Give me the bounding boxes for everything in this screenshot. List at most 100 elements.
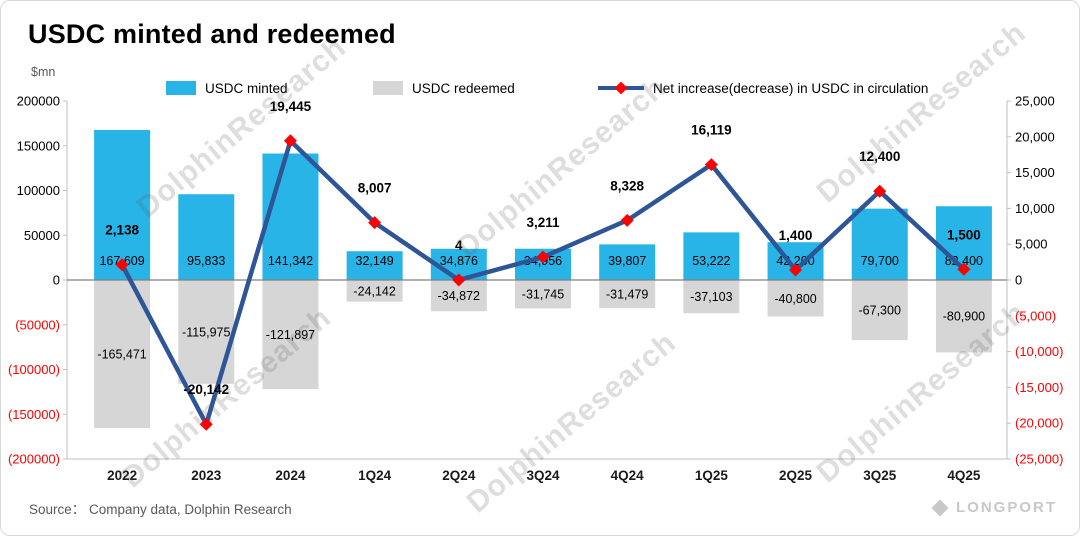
redeemed-bar (262, 280, 319, 390)
minted-bar (94, 129, 151, 280)
left-axis-tick-label: 100000 (17, 183, 60, 198)
redeemed-bar (935, 280, 992, 353)
legend-item-minted: USDC minted (166, 79, 288, 97)
net-value-label: 16,119 (691, 123, 732, 138)
x-axis-category-label: 1Q25 (695, 468, 729, 483)
net-value-label: 4 (455, 238, 463, 253)
net-marker (704, 158, 718, 172)
minted-bar-label: 53,222 (692, 254, 730, 268)
x-axis-category-label: 3Q24 (526, 468, 560, 483)
redeemed-bar-label: -24,142 (353, 284, 395, 298)
redeemed-bar (851, 280, 908, 341)
x-axis-category-label: 1Q24 (358, 468, 392, 483)
net-marker (199, 417, 213, 431)
right-axis-tick-label: 10,000 (1015, 201, 1055, 216)
net-value-label: 2,138 (105, 223, 139, 238)
right-axis-tick-label: (25,000) (1015, 452, 1063, 467)
right-axis-tick-label: 15,000 (1015, 165, 1055, 180)
minted-bar-label: 34,876 (440, 254, 478, 268)
redeemed-bar (599, 280, 656, 309)
right-axis-tick-label: 20,000 (1015, 129, 1055, 144)
right-axis-tick-label: 25,000 (1015, 94, 1055, 109)
net-value-label: 12,400 (859, 149, 900, 164)
net-marker (368, 216, 382, 230)
right-axis-tick-label: (10,000) (1015, 344, 1063, 359)
redeemed-bar-label: -165,471 (97, 348, 146, 362)
redeemed-bar (515, 280, 571, 309)
left-axis-tick-label: (150000) (8, 407, 60, 422)
net-marker (452, 273, 466, 287)
redeemed-bar-label: -115,975 (182, 325, 230, 339)
redeemed-bar-label: -40,800 (774, 292, 816, 306)
net-value-label: 8,328 (610, 178, 644, 193)
right-axis-tick-label: (15,000) (1015, 380, 1063, 395)
minted-bar-label: 95,833 (187, 254, 225, 268)
x-axis-category-label: 2023 (191, 468, 222, 483)
minted-bar (851, 208, 908, 280)
net-marker (115, 258, 129, 272)
redeemed-legend-label: USDC redeemed (412, 80, 515, 96)
x-axis-category-label: 3Q25 (863, 468, 897, 483)
net-value-label: 3,211 (526, 215, 560, 230)
longport-logo: LONGPORT (931, 499, 1057, 516)
left-axis-tick-label: 150000 (17, 138, 60, 153)
net-value-label: 1,500 (947, 227, 981, 242)
minted-bar (346, 251, 403, 280)
redeemed-bar-label: -37,103 (690, 290, 732, 304)
minted-bar (262, 153, 319, 280)
left-axis-tick-label: 200000 (17, 94, 60, 109)
right-axis-tick-label: (5,000) (1015, 308, 1056, 323)
legend-item-net: Net increase(decrease) in USDC in circul… (598, 79, 928, 97)
redeemed-bar (346, 280, 403, 302)
net-marker (873, 184, 887, 198)
left-axis-tick-label: 0 (53, 273, 60, 288)
chart-title: USDC minted and redeemed (28, 19, 396, 49)
net-marker (536, 250, 550, 264)
redeemed-bar (767, 280, 824, 317)
longport-logo-icon (931, 499, 949, 516)
net-value-label: -20,142 (183, 382, 229, 397)
redeemed-swatch-icon (373, 81, 403, 95)
minted-bar (599, 244, 656, 280)
left-axis-tick-label: 50000 (24, 228, 60, 243)
x-axis-category-label: 2Q25 (779, 468, 813, 483)
net-legend-label: Net increase(decrease) in USDC in circul… (653, 80, 929, 96)
net-marker (283, 134, 297, 148)
source-note: Source： Company data, Dolphin Research (29, 502, 292, 517)
left-axis-tick-label: (200000) (8, 452, 60, 467)
redeemed-bar-label: -80,900 (943, 310, 985, 324)
longport-logo-text: LONGPORT (956, 499, 1057, 516)
legend-item-redeemed: USDC redeemed (373, 79, 515, 97)
x-axis-category-label: 4Q25 (947, 468, 981, 483)
x-axis-category-label: 2Q24 (442, 468, 476, 483)
net-value-label: 19,445 (270, 99, 312, 114)
redeemed-bar (683, 280, 740, 314)
redeemed-bar-label: -67,300 (859, 304, 901, 318)
net-value-label: 8,007 (358, 181, 392, 196)
net-marker (789, 263, 803, 277)
x-axis-category-label: 2022 (107, 468, 137, 483)
redeemed-bar-label: -121,897 (266, 328, 315, 342)
minted-bar-label: 32,149 (356, 254, 394, 268)
right-axis-tick-label: (20,000) (1015, 416, 1063, 431)
net-line-swatch-icon (598, 81, 644, 95)
redeemed-bar-label: -34,872 (438, 289, 480, 303)
minted-bar-label: 39,807 (608, 254, 646, 268)
minted-bar-label: 79,700 (861, 254, 899, 268)
net-value-label: 1,400 (779, 228, 813, 243)
net-marker (620, 213, 634, 227)
minted-bar-label: 141,342 (268, 254, 313, 268)
right-axis-tick-label: 5,000 (1015, 237, 1048, 252)
minted-bar (178, 194, 235, 280)
net-marker (957, 262, 971, 276)
redeemed-bar-label: -31,479 (606, 288, 648, 302)
minted-swatch-icon (166, 81, 196, 95)
left-axis-tick-label: (100000) (8, 362, 60, 377)
axis-unit-label: $mn (31, 65, 56, 79)
left-axis-tick-label: (50000) (15, 317, 60, 332)
minted-legend-label: USDC minted (205, 80, 288, 96)
right-axis-tick-label: 0 (1015, 273, 1022, 288)
x-axis-category-label: 4Q24 (611, 468, 645, 483)
